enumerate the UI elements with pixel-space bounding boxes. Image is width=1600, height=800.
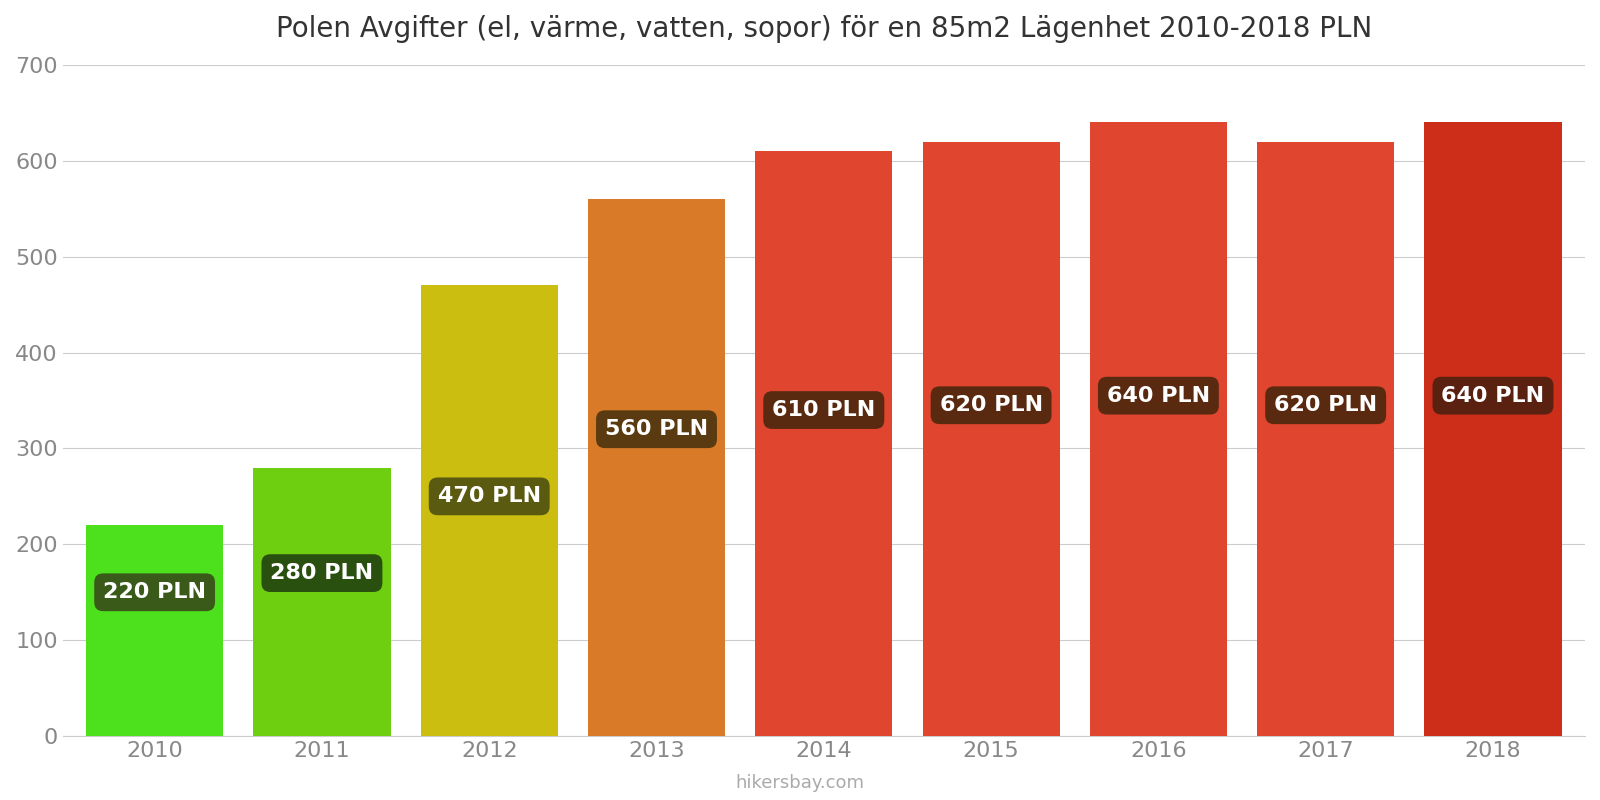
Text: 620 PLN: 620 PLN	[939, 395, 1043, 415]
Bar	[1258, 142, 1394, 736]
Text: 470 PLN: 470 PLN	[438, 486, 541, 506]
Bar	[1090, 122, 1227, 736]
Bar	[421, 286, 558, 736]
Bar	[253, 467, 390, 736]
Text: 620 PLN: 620 PLN	[1274, 395, 1378, 415]
Text: 220 PLN: 220 PLN	[102, 582, 206, 602]
Bar	[755, 151, 893, 736]
Text: 640 PLN: 640 PLN	[1107, 386, 1210, 406]
Bar	[587, 199, 725, 736]
Text: 610 PLN: 610 PLN	[773, 400, 875, 420]
Title: Polen Avgifter (el, värme, vatten, sopor) för en 85m2 Lägenhet 2010-2018 PLN: Polen Avgifter (el, värme, vatten, sopor…	[275, 15, 1371, 43]
Text: 640 PLN: 640 PLN	[1442, 386, 1544, 406]
Bar	[923, 142, 1059, 736]
Bar	[1424, 122, 1562, 736]
Text: hikersbay.com: hikersbay.com	[736, 774, 864, 792]
Text: 560 PLN: 560 PLN	[605, 419, 709, 439]
Text: 280 PLN: 280 PLN	[270, 563, 373, 583]
Bar	[86, 525, 224, 736]
